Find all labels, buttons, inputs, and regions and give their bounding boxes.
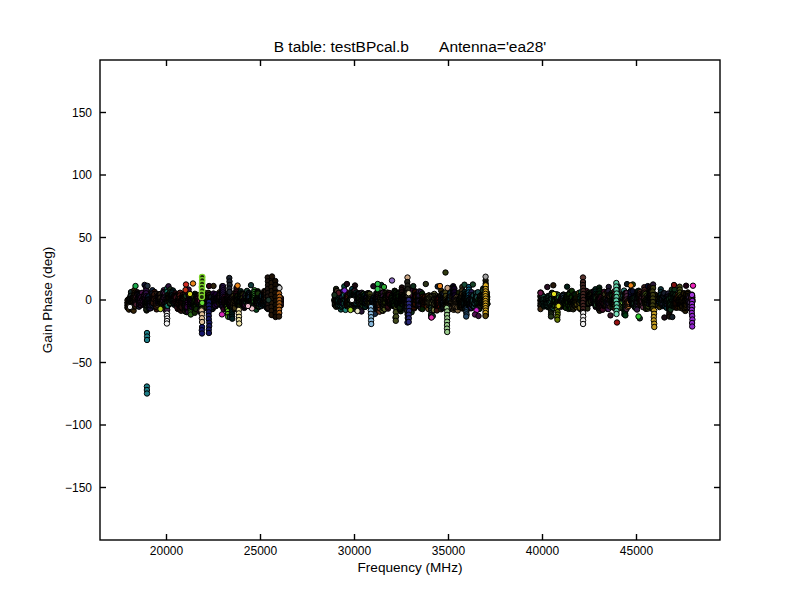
- svg-text:B table: testBPcal.b Ant: B table: testBPcal.b Antenna='ea28': [274, 38, 547, 55]
- svg-text:100: 100: [72, 168, 92, 182]
- svg-text:Gain Phase (deg): Gain Phase (deg): [40, 247, 55, 354]
- svg-text:35000: 35000: [432, 544, 466, 558]
- svg-text:25000: 25000: [244, 544, 278, 558]
- svg-text:30000: 30000: [338, 544, 372, 558]
- svg-text:−150: −150: [65, 481, 92, 495]
- svg-text:45000: 45000: [620, 544, 654, 558]
- svg-text:−100: −100: [65, 418, 92, 432]
- svg-text:20000: 20000: [150, 544, 184, 558]
- svg-text:Frequency (MHz): Frequency (MHz): [358, 560, 463, 575]
- svg-text:0: 0: [85, 293, 92, 307]
- svg-text:40000: 40000: [526, 544, 560, 558]
- svg-text:50: 50: [79, 231, 93, 245]
- svg-text:−50: −50: [72, 356, 93, 370]
- svg-text:150: 150: [72, 106, 92, 120]
